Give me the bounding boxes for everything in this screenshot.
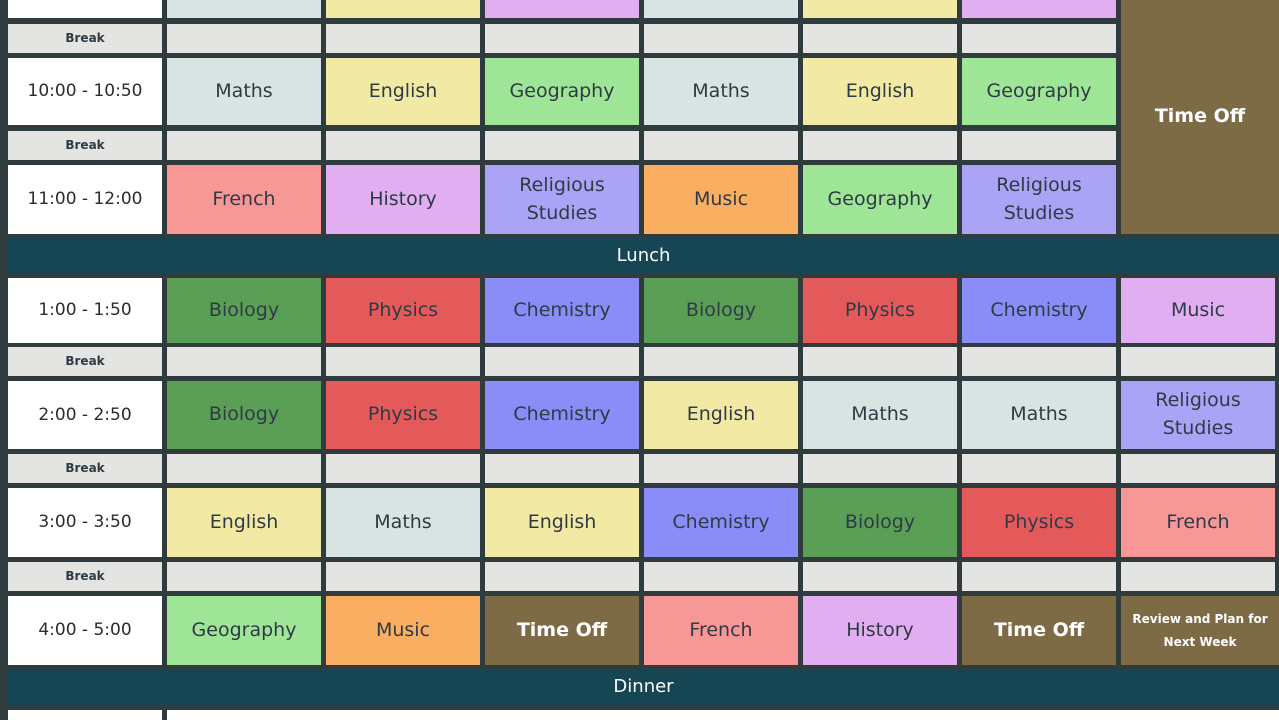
- subject-cell[interactable]: Geography: [485, 58, 639, 125]
- break-cell: [644, 454, 798, 483]
- break-cell: [803, 24, 957, 53]
- subject-cell[interactable]: Religious Studies: [1121, 381, 1275, 449]
- subject-cell[interactable]: Religious Studies: [962, 165, 1116, 234]
- subject-cell[interactable]: French: [167, 165, 321, 234]
- break-cell: [485, 562, 639, 591]
- subject-cell[interactable]: Biology: [803, 488, 957, 557]
- subject-cell[interactable]: Biology: [167, 381, 321, 449]
- break-cell: [1121, 562, 1275, 591]
- break-cell: [1121, 454, 1275, 483]
- subject-cell-top[interactable]: [326, 0, 480, 18]
- subject-cell-top[interactable]: [803, 0, 957, 18]
- subject-cell[interactable]: English: [803, 58, 957, 125]
- subject-cell[interactable]: Music: [326, 596, 480, 665]
- subject-cell[interactable]: Chemistry: [644, 488, 798, 557]
- time-cell: 10:00 - 10:50: [8, 58, 162, 125]
- break-cell: [644, 24, 798, 53]
- subject-cell[interactable]: Geography: [962, 58, 1116, 125]
- bottom-row-strip: [167, 710, 1279, 720]
- subject-cell-top[interactable]: [962, 0, 1116, 18]
- break-cell: [167, 347, 321, 376]
- break-cell: [167, 131, 321, 160]
- break-cell: [167, 24, 321, 53]
- break-cell: [644, 562, 798, 591]
- time-cell: 11:00 - 12:00: [8, 165, 162, 234]
- subject-cell[interactable]: Biology: [644, 278, 798, 343]
- subject-cell[interactable]: Geography: [167, 596, 321, 665]
- time-cell: 1:00 - 1:50: [8, 278, 162, 343]
- break-label: Break: [8, 562, 162, 591]
- subject-cell[interactable]: Physics: [326, 381, 480, 449]
- break-cell: [962, 454, 1116, 483]
- dinner-bar: Dinner: [8, 669, 1279, 705]
- break-cell: [803, 347, 957, 376]
- subject-cell[interactable]: Maths: [803, 381, 957, 449]
- subject-cell[interactable]: Time Off: [485, 596, 639, 665]
- break-cell: [644, 347, 798, 376]
- break-cell: [803, 562, 957, 591]
- time-cell-top[interactable]: [8, 0, 162, 18]
- break-cell: [962, 562, 1116, 591]
- subject-cell[interactable]: French: [644, 596, 798, 665]
- subject-cell[interactable]: English: [485, 488, 639, 557]
- time-off-label: Time Off: [1154, 105, 1246, 128]
- break-cell: [326, 24, 480, 53]
- break-label: Break: [8, 454, 162, 483]
- break-cell: [962, 347, 1116, 376]
- subject-cell-top[interactable]: [167, 0, 321, 18]
- subject-cell-top[interactable]: [485, 0, 639, 18]
- subject-cell[interactable]: English: [326, 58, 480, 125]
- subject-cell[interactable]: Chemistry: [962, 278, 1116, 343]
- subject-cell[interactable]: History: [326, 165, 480, 234]
- subject-cell[interactable]: Biology: [167, 278, 321, 343]
- time-cell: 3:00 - 3:50: [8, 488, 162, 557]
- subject-cell[interactable]: English: [644, 381, 798, 449]
- time-cell: 2:00 - 2:50: [8, 381, 162, 449]
- subject-cell[interactable]: Maths: [962, 381, 1116, 449]
- break-cell: [485, 24, 639, 53]
- subject-cell[interactable]: English: [167, 488, 321, 557]
- subject-cell[interactable]: Chemistry: [485, 381, 639, 449]
- subject-cell[interactable]: Time Off: [962, 596, 1116, 665]
- break-cell: [326, 347, 480, 376]
- subject-cell[interactable]: Chemistry: [485, 278, 639, 343]
- break-cell: [485, 347, 639, 376]
- break-cell: [326, 454, 480, 483]
- subject-cell[interactable]: Maths: [326, 488, 480, 557]
- break-cell: [167, 454, 321, 483]
- break-label: Break: [8, 24, 162, 53]
- subject-cell[interactable]: Music: [644, 165, 798, 234]
- break-cell: [803, 131, 957, 160]
- subject-cell[interactable]: History: [803, 596, 957, 665]
- subject-cell[interactable]: Maths: [644, 58, 798, 125]
- subject-cell[interactable]: French: [1121, 488, 1275, 557]
- subject-cell[interactable]: Religious Studies: [485, 165, 639, 234]
- break-cell: [167, 562, 321, 591]
- subject-cell[interactable]: Physics: [803, 278, 957, 343]
- break-cell: [962, 131, 1116, 160]
- lunch-bar: Lunch: [8, 238, 1279, 274]
- break-cell: [485, 131, 639, 160]
- subject-cell[interactable]: Music: [1121, 278, 1275, 343]
- subject-cell-top[interactable]: [644, 0, 798, 18]
- break-label: Break: [8, 347, 162, 376]
- time-cell-bottom[interactable]: [8, 710, 162, 720]
- break-cell: [326, 562, 480, 591]
- break-cell: [644, 131, 798, 160]
- subject-cell[interactable]: Physics: [326, 278, 480, 343]
- subject-cell[interactable]: Maths: [167, 58, 321, 125]
- time-cell: 4:00 - 5:00: [8, 596, 162, 665]
- subject-cell[interactable]: Review and Plan for Next Week: [1121, 596, 1279, 665]
- subject-cell[interactable]: Physics: [962, 488, 1116, 557]
- break-cell: [1121, 347, 1275, 376]
- break-cell: [962, 24, 1116, 53]
- subject-cell[interactable]: Geography: [803, 165, 957, 234]
- time-off-block[interactable]: Time Off: [1121, 0, 1279, 234]
- break-cell: [485, 454, 639, 483]
- break-cell: [803, 454, 957, 483]
- break-label: Break: [8, 131, 162, 160]
- break-cell: [326, 131, 480, 160]
